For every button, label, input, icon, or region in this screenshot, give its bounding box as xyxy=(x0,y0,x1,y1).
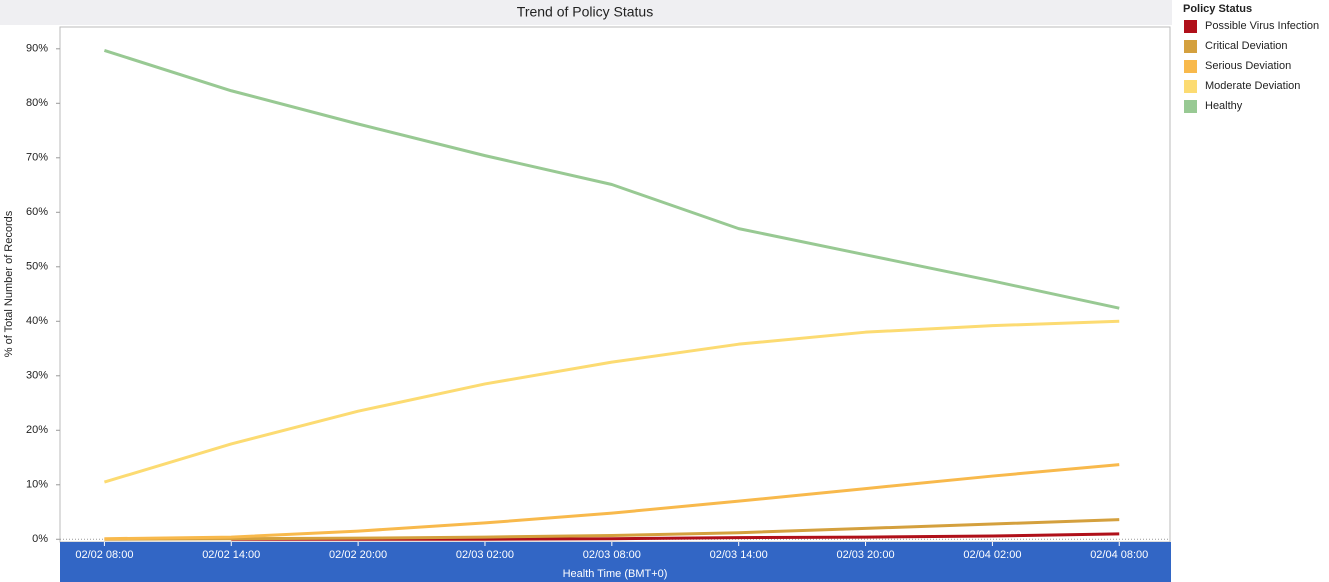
x-tick-label: 02/03 20:00 xyxy=(836,549,894,561)
x-axis-band xyxy=(60,542,1171,582)
y-tick-label: 80% xyxy=(26,97,48,109)
title-band xyxy=(0,0,1172,25)
y-tick-label: 40% xyxy=(26,315,48,327)
y-axis-label: % of Total Number of Records xyxy=(3,210,15,357)
y-tick-label: 10% xyxy=(26,479,48,491)
x-tick-label: 02/03 02:00 xyxy=(456,549,514,561)
legend-label: Serious Deviation xyxy=(1205,60,1291,72)
x-tick-label: 02/03 14:00 xyxy=(710,549,768,561)
series-line xyxy=(103,49,1120,310)
legend-label: Possible Virus Infection xyxy=(1205,20,1319,32)
legend-title: Policy Status xyxy=(1183,3,1252,15)
legend-swatch xyxy=(1184,100,1197,113)
y-tick-label: 30% xyxy=(26,370,48,382)
legend-label: Critical Deviation xyxy=(1205,40,1288,52)
legend-label: Moderate Deviation xyxy=(1205,80,1300,92)
x-tick-label: 02/04 08:00 xyxy=(1090,549,1148,561)
y-tick-label: 70% xyxy=(26,152,48,164)
y-tick-label: 20% xyxy=(26,424,48,436)
y-tick-label: 90% xyxy=(26,43,48,55)
x-tick-label: 02/02 08:00 xyxy=(75,549,133,561)
x-tick-label: 02/02 20:00 xyxy=(329,549,387,561)
y-tick-label: 50% xyxy=(26,261,48,273)
series-line xyxy=(104,463,1120,541)
x-axis-label: Health Time (BMT+0) xyxy=(563,568,668,580)
chart-title: Trend of Policy Status xyxy=(517,4,653,20)
x-tick-label: 02/02 14:00 xyxy=(202,549,260,561)
series-line xyxy=(104,518,1120,541)
legend-swatch xyxy=(1184,40,1197,53)
x-tick-label: 02/04 02:00 xyxy=(963,549,1021,561)
series-line xyxy=(103,319,1120,484)
y-tick-label: 60% xyxy=(26,206,48,218)
legend-label: Healthy xyxy=(1205,100,1243,112)
plot-area xyxy=(59,26,1171,543)
legend-swatch xyxy=(1184,20,1197,33)
legend-swatch xyxy=(1184,80,1197,93)
y-tick-label: 0% xyxy=(32,533,48,545)
legend-swatch xyxy=(1184,60,1197,73)
x-tick-label: 02/03 08:00 xyxy=(583,549,641,561)
